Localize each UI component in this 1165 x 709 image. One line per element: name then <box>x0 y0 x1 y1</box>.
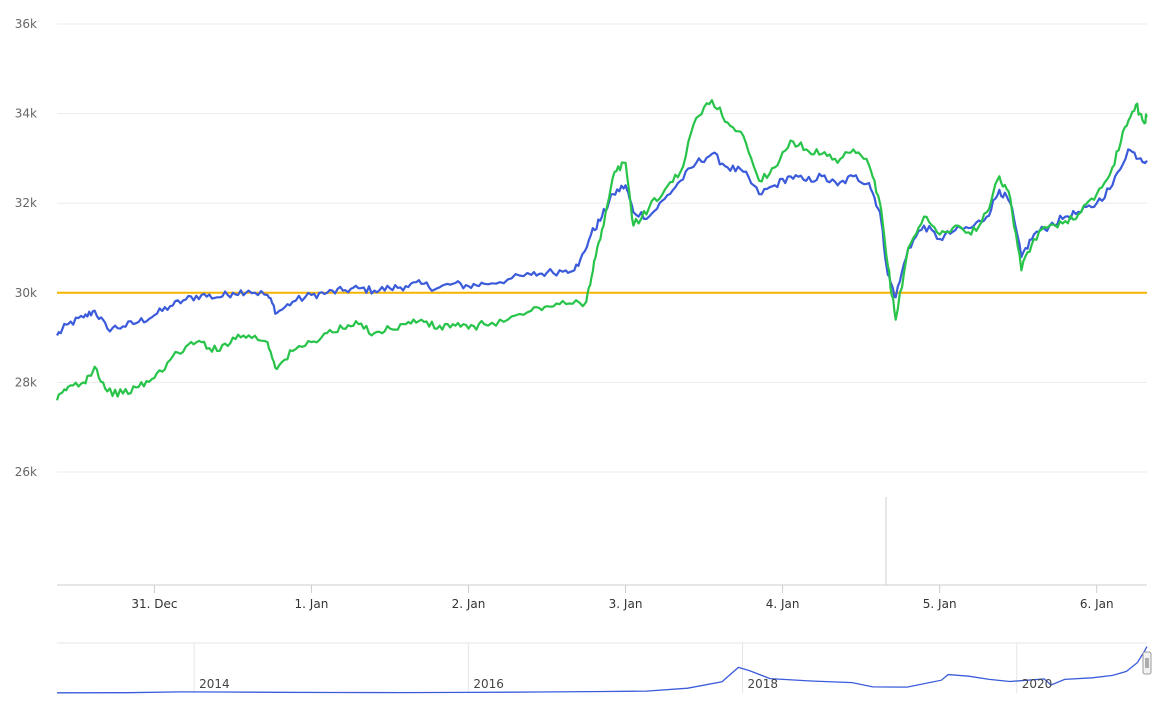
navigator-background <box>57 643 1147 693</box>
x-tick-label: 4. Jan <box>766 597 800 611</box>
y-tick-label: 32k <box>15 196 37 210</box>
y-tick-label: 30k <box>15 286 37 300</box>
volume-pane <box>57 497 1147 586</box>
y-tick-label: 26k <box>15 465 37 479</box>
grid-lines <box>57 23 1147 473</box>
x-tick-label: 6. Jan <box>1080 597 1114 611</box>
navigator-handle-body[interactable] <box>1142 651 1152 675</box>
x-tick-label: 3. Jan <box>609 597 643 611</box>
x-axis-ticks: 31. Dec 1. Jan 2. Jan 3. Jan 4. Jan 5. Jan 6. … <box>131 585 1114 611</box>
navigator-handle[interactable] <box>1142 651 1152 675</box>
y-tick-label: 34k <box>15 107 37 121</box>
x-tick-label: 2. Jan <box>452 597 486 611</box>
series-lines <box>55 99 1148 401</box>
navigator-grid <box>193 643 1018 693</box>
navigator[interactable]: 2014 2016 2018 2020 <box>56 642 1152 694</box>
series-line-1 <box>56 148 1148 336</box>
navigator-tick-label: 2014 <box>199 677 230 691</box>
navigator-x-ticks: 2014 2016 2018 2020 <box>199 677 1052 691</box>
navigator-tick-label: 2020 <box>1022 677 1053 691</box>
y-tick-label: 36k <box>15 17 37 31</box>
navigator-tick-label: 2016 <box>473 677 504 691</box>
x-tick-label: 1. Jan <box>295 597 329 611</box>
y-tick-label: 28k <box>15 375 37 389</box>
x-tick-label: 31. Dec <box>131 597 177 611</box>
series-line-2 <box>55 99 1148 401</box>
navigator-tick-label: 2018 <box>748 677 779 691</box>
navigator-series-line <box>56 646 1148 694</box>
y-axis-ticks: 26k 28k 30k 32k 34k 36k <box>15 17 37 479</box>
x-tick-label: 5. Jan <box>923 597 957 611</box>
